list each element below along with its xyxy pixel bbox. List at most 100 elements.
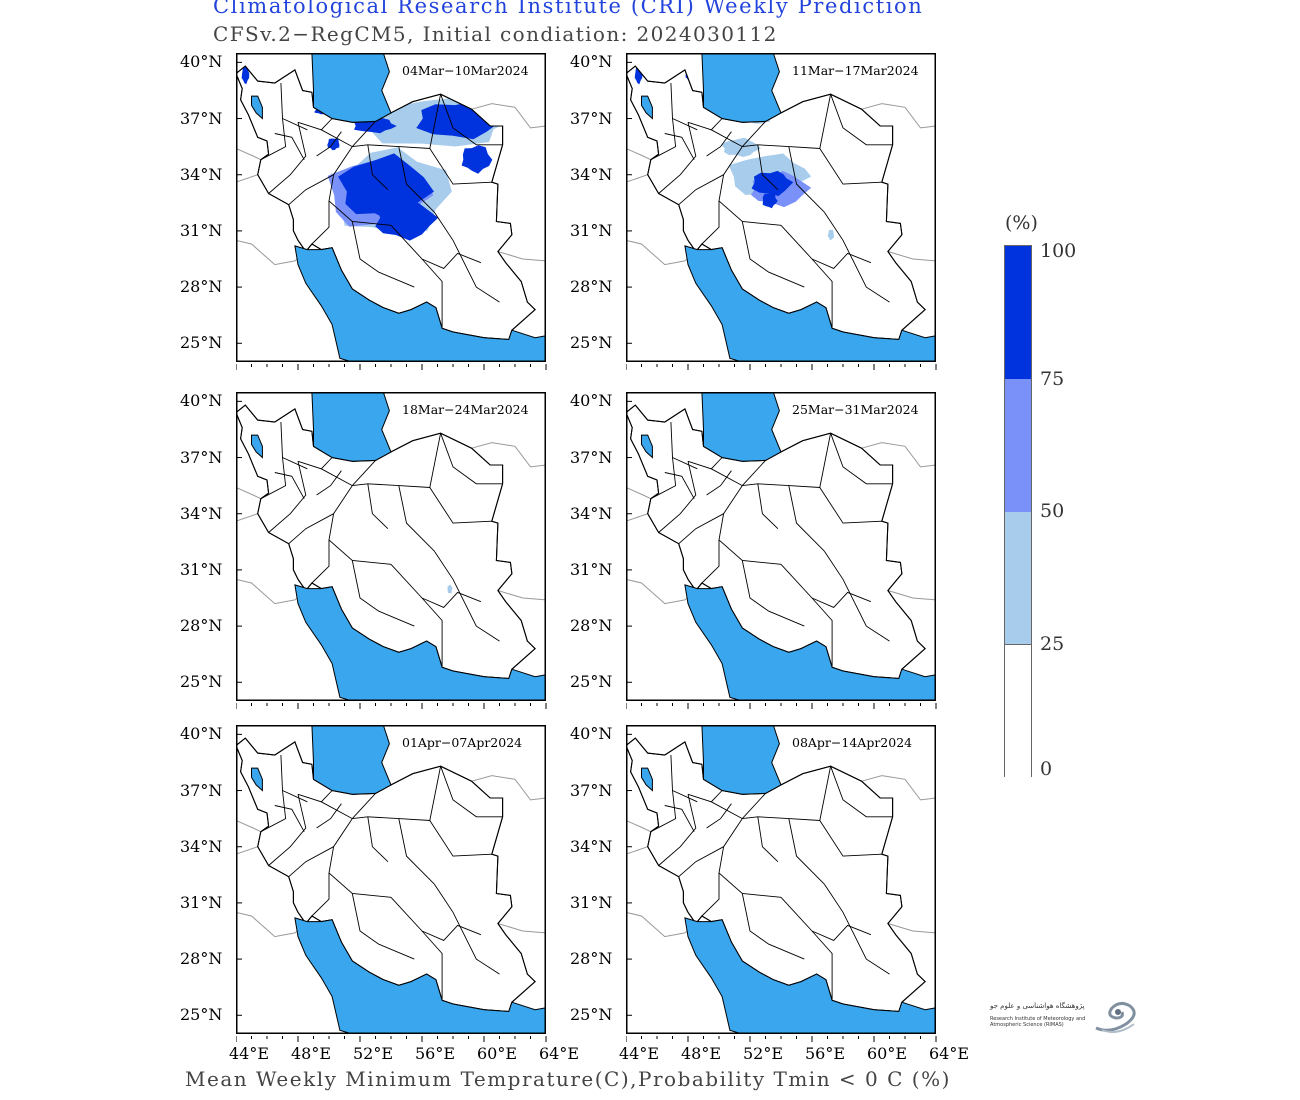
probability-region bbox=[241, 66, 250, 85]
persian-gulf bbox=[684, 245, 936, 362]
province-border bbox=[429, 148, 492, 185]
page-title: Climatological Research Institute (CRI) … bbox=[213, 0, 924, 18]
lon-tick-label: 56°E bbox=[805, 1044, 846, 1063]
province-border bbox=[830, 766, 893, 818]
colorbar-tick-0: 0 bbox=[1040, 758, 1053, 780]
neighbor-border bbox=[626, 820, 652, 833]
iran-map bbox=[626, 392, 936, 701]
colorbar-unit: (%) bbox=[1005, 212, 1038, 234]
lat-tick-label: 31°N bbox=[180, 220, 223, 240]
province-border bbox=[706, 803, 732, 829]
province-border bbox=[421, 924, 482, 941]
province-border bbox=[788, 146, 825, 213]
colorbar bbox=[1004, 245, 1032, 777]
iran-map bbox=[626, 53, 936, 362]
caspian-sea bbox=[311, 725, 392, 795]
lat-tick-label: 25°N bbox=[180, 672, 223, 692]
neighbor-border bbox=[236, 487, 262, 500]
province-border bbox=[390, 563, 443, 668]
province-border bbox=[288, 174, 334, 206]
lat-tick-label: 28°N bbox=[180, 949, 223, 969]
neighbor-border bbox=[861, 775, 936, 801]
lat-tick-label: 40°N bbox=[570, 52, 613, 72]
map-panel: 04Mar−10Mar2024 bbox=[236, 53, 546, 362]
week-label: 04Mar−10Mar2024 bbox=[402, 63, 529, 78]
neighbor-border bbox=[236, 174, 258, 183]
lat-tick-label: 25°N bbox=[180, 333, 223, 353]
province-border bbox=[824, 883, 890, 975]
province-border bbox=[830, 94, 893, 146]
province-border bbox=[757, 144, 779, 191]
province-border bbox=[440, 433, 503, 485]
province-border bbox=[316, 131, 342, 157]
colorbar-tick-25: 25 bbox=[1040, 633, 1065, 655]
lat-tick-label: 31°N bbox=[180, 559, 223, 579]
logo-farsi-text: پژوهشگاه هواشناسی و علوم جو bbox=[990, 1002, 1085, 1010]
map-panel: 11Mar−17Mar2024 bbox=[626, 53, 936, 362]
lat-tick-label: 40°N bbox=[570, 724, 613, 744]
lake-urmia bbox=[641, 95, 653, 120]
map-frame bbox=[626, 53, 936, 362]
province-border bbox=[830, 433, 893, 485]
persian-gulf bbox=[684, 584, 936, 701]
lat-tick-label: 34°N bbox=[570, 164, 613, 184]
caspian-sea bbox=[701, 53, 782, 123]
province-border bbox=[824, 211, 890, 303]
province-border bbox=[316, 470, 342, 496]
iran-map bbox=[236, 725, 546, 1034]
neighbor-border bbox=[471, 775, 546, 801]
page-subtitle: CFSv.2−RegCM5, Initial condiation: 20240… bbox=[213, 22, 778, 46]
province-border bbox=[351, 893, 415, 960]
province-border bbox=[701, 200, 720, 245]
week-label: 11Mar−17Mar2024 bbox=[792, 63, 919, 78]
province-border bbox=[274, 805, 305, 832]
lat-tick-label: 37°N bbox=[180, 780, 223, 800]
province-border bbox=[780, 896, 833, 1001]
province-border bbox=[741, 893, 805, 960]
neighbor-border bbox=[497, 590, 546, 601]
province-border bbox=[297, 118, 333, 131]
lon-ticks bbox=[626, 703, 937, 709]
colorbar-tick-50: 50 bbox=[1040, 500, 1065, 522]
caspian-sea bbox=[701, 392, 782, 462]
province-border bbox=[367, 816, 389, 863]
province-border bbox=[658, 122, 697, 194]
province-border bbox=[352, 766, 442, 821]
map-frame bbox=[626, 392, 936, 701]
lon-tick-label: 64°E bbox=[539, 1044, 580, 1063]
probability-region bbox=[827, 229, 834, 240]
province-border bbox=[351, 560, 415, 627]
neighbor-border bbox=[236, 513, 258, 522]
province-border bbox=[268, 461, 307, 533]
lat-tick-label: 25°N bbox=[570, 672, 613, 692]
province-border bbox=[678, 174, 724, 206]
province-border bbox=[288, 513, 334, 545]
province-border bbox=[811, 591, 872, 608]
province-border bbox=[398, 146, 435, 213]
neighbor-border bbox=[861, 103, 936, 129]
province-border bbox=[757, 816, 779, 863]
neighbor-border bbox=[861, 442, 936, 468]
province-border bbox=[650, 790, 677, 833]
lake-urmia bbox=[251, 95, 263, 120]
province-border bbox=[701, 872, 720, 917]
province-border bbox=[274, 133, 305, 160]
logo-english-text: Research Institute of Meteorology and At… bbox=[990, 1016, 1086, 1028]
province-border bbox=[780, 563, 833, 668]
province-border bbox=[678, 513, 724, 545]
province-border bbox=[367, 483, 389, 530]
province-border bbox=[741, 560, 805, 627]
lon-tick-label: 44°E bbox=[619, 1044, 660, 1063]
province-border bbox=[297, 790, 333, 803]
lon-tick-label: 56°E bbox=[415, 1044, 456, 1063]
lat-tick-label: 40°N bbox=[570, 391, 613, 411]
lat-tick-label: 40°N bbox=[180, 724, 223, 744]
lon-tick-label: 48°E bbox=[291, 1044, 332, 1063]
province-border bbox=[664, 805, 695, 832]
caspian-sea bbox=[311, 392, 392, 462]
iran-map bbox=[626, 725, 936, 1034]
map-frame bbox=[236, 725, 546, 1034]
province-border bbox=[367, 144, 389, 191]
province-border bbox=[658, 461, 697, 533]
lake-urmia bbox=[251, 767, 263, 792]
